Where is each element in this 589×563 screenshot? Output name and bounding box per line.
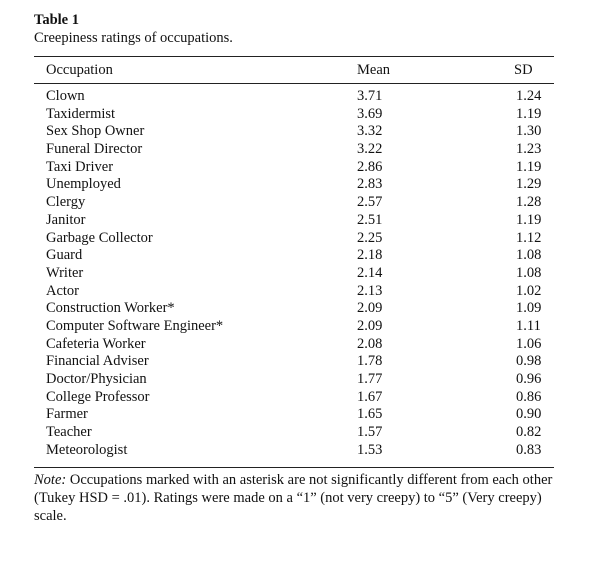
cell-occupation: Garbage Collector bbox=[46, 229, 153, 246]
cell-mean: 2.13 bbox=[357, 282, 383, 299]
cell-mean: 2.86 bbox=[357, 158, 383, 175]
cell-mean: 1.57 bbox=[357, 424, 383, 441]
table-row: Meteorologist 1.53 0.83 bbox=[0, 442, 589, 460]
cell-sd: 0.86 bbox=[516, 388, 542, 405]
cell-sd: 1.28 bbox=[516, 194, 542, 211]
cell-mean: 3.71 bbox=[357, 88, 383, 104]
table-row: Actor 2.13 1.02 bbox=[0, 283, 589, 301]
cell-mean: 2.57 bbox=[357, 194, 383, 211]
cell-sd: 1.23 bbox=[516, 141, 542, 158]
table-row: Garbage Collector 2.25 1.12 bbox=[0, 230, 589, 248]
cell-mean: 1.77 bbox=[357, 371, 383, 387]
cell-occupation: Clergy bbox=[46, 194, 86, 211]
cell-occupation: Actor bbox=[46, 282, 80, 299]
cell-sd: 0.98 bbox=[516, 353, 542, 370]
table-row: Taxi Driver 2.86 1.19 bbox=[0, 159, 589, 177]
cell-occupation: Taxi Driver bbox=[46, 158, 114, 175]
cell-sd: 1.08 bbox=[516, 264, 542, 281]
table-row: Computer Software Engineer* 2.09 1.11 bbox=[0, 318, 589, 336]
cell-occupation: Financial Adviser bbox=[46, 353, 149, 370]
cell-sd: 1.24 bbox=[516, 88, 542, 104]
note-label: Note: bbox=[34, 472, 67, 488]
table-title-block: Table 1 Creepiness ratings of occupation… bbox=[34, 11, 233, 47]
cell-mean: 1.65 bbox=[357, 406, 383, 423]
cell-sd: 1.30 bbox=[516, 123, 542, 140]
header-rule bbox=[34, 83, 554, 84]
cell-sd: 0.90 bbox=[516, 406, 542, 423]
cell-mean: 1.67 bbox=[357, 388, 383, 405]
cell-mean: 3.22 bbox=[357, 141, 383, 158]
header-mean: Mean bbox=[357, 62, 391, 78]
cell-occupation: College Professor bbox=[46, 388, 150, 405]
cell-mean: 2.83 bbox=[357, 176, 383, 193]
cell-sd: 1.12 bbox=[516, 229, 542, 246]
cell-sd: 1.19 bbox=[516, 211, 542, 228]
cell-occupation: Guard bbox=[46, 247, 83, 264]
cell-occupation: Computer Software Engineer* bbox=[46, 317, 224, 334]
cell-mean: 2.18 bbox=[357, 247, 383, 264]
cell-occupation: Writer bbox=[46, 264, 84, 281]
table-row: Janitor 2.51 1.19 bbox=[0, 212, 589, 230]
table-row: Funeral Director 3.22 1.23 bbox=[0, 141, 589, 159]
cell-occupation: Doctor/Physician bbox=[46, 371, 147, 387]
table-note: Note: Occupations marked with an asteris… bbox=[34, 471, 564, 525]
cell-occupation: Construction Worker* bbox=[46, 300, 175, 317]
top-rule bbox=[34, 56, 554, 57]
table-row: Doctor/Physician 1.77 0.96 bbox=[0, 371, 589, 389]
cell-sd: 0.83 bbox=[516, 441, 542, 458]
table-row: Teacher 1.57 0.82 bbox=[0, 424, 589, 442]
cell-sd: 0.96 bbox=[516, 371, 542, 387]
table-row: Farmer 1.65 0.90 bbox=[0, 406, 589, 424]
table-row: Unemployed 2.83 1.29 bbox=[0, 176, 589, 194]
cell-mean: 2.25 bbox=[357, 229, 383, 246]
bottom-rule bbox=[34, 467, 554, 468]
table-row: Guard 2.18 1.08 bbox=[0, 247, 589, 265]
cell-sd: 1.29 bbox=[516, 176, 542, 193]
cell-mean: 2.09 bbox=[357, 317, 383, 334]
table-row: Clown 3.71 1.24 bbox=[0, 88, 589, 106]
table-label: Table 1 bbox=[34, 12, 79, 28]
cell-sd: 1.08 bbox=[516, 247, 542, 264]
cell-occupation: Cafeteria Worker bbox=[46, 335, 146, 352]
cell-occupation: Unemployed bbox=[46, 176, 121, 193]
table-row: Clergy 2.57 1.28 bbox=[0, 194, 589, 212]
table-row: Taxidermist 3.69 1.19 bbox=[0, 106, 589, 124]
cell-mean: 2.51 bbox=[357, 211, 383, 228]
cell-occupation: Taxidermist bbox=[46, 105, 116, 122]
cell-occupation: Sex Shop Owner bbox=[46, 123, 145, 140]
table-row: Cafeteria Worker 2.08 1.06 bbox=[0, 336, 589, 354]
table-caption: Creepiness ratings of occupations. bbox=[34, 30, 233, 46]
table-row: Financial Adviser 1.78 0.98 bbox=[0, 353, 589, 371]
table-row: Writer 2.14 1.08 bbox=[0, 265, 589, 283]
cell-sd: 1.19 bbox=[516, 158, 542, 175]
cell-sd: 1.02 bbox=[516, 282, 542, 299]
table-row: College Professor 1.67 0.86 bbox=[0, 389, 589, 407]
cell-mean: 3.69 bbox=[357, 105, 383, 122]
cell-occupation: Meteorologist bbox=[46, 441, 128, 458]
header-occupation: Occupation bbox=[46, 62, 113, 78]
cell-occupation: Teacher bbox=[46, 424, 92, 441]
cell-occupation: Clown bbox=[46, 88, 85, 104]
table-row: Construction Worker* 2.09 1.09 bbox=[0, 300, 589, 318]
cell-sd: 1.09 bbox=[516, 300, 542, 317]
table-row: Sex Shop Owner 3.32 1.30 bbox=[0, 123, 589, 141]
cell-sd: 0.82 bbox=[516, 424, 542, 441]
cell-occupation: Farmer bbox=[46, 406, 88, 423]
cell-mean: 1.53 bbox=[357, 441, 383, 458]
cell-occupation: Janitor bbox=[46, 211, 86, 228]
cell-sd: 1.11 bbox=[516, 317, 541, 334]
cell-mean: 2.14 bbox=[357, 264, 383, 281]
cell-mean: 1.78 bbox=[357, 353, 383, 370]
note-text: Occupations marked with an asterisk are … bbox=[34, 472, 553, 524]
cell-mean: 2.09 bbox=[357, 300, 383, 317]
cell-mean: 3.32 bbox=[357, 123, 383, 140]
cell-occupation: Funeral Director bbox=[46, 141, 143, 158]
cell-sd: 1.19 bbox=[516, 105, 542, 122]
cell-mean: 2.08 bbox=[357, 335, 383, 352]
table-body: Clown 3.71 1.24 Taxidermist 3.69 1.19 Sex Shop… bbox=[0, 88, 589, 459]
header-sd: SD bbox=[514, 62, 533, 78]
cell-sd: 1.06 bbox=[516, 335, 542, 352]
